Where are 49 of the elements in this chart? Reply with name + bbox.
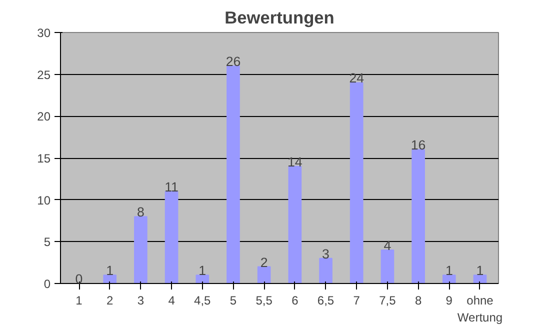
y-tick-label: 25 [37, 68, 51, 82]
y-tick-label: 5 [44, 235, 51, 250]
data-label: 1 [445, 263, 453, 278]
bar [103, 274, 117, 284]
y-tick-label: 30 [37, 26, 51, 40]
x-tick-label: 6 [292, 294, 299, 308]
bar [196, 274, 210, 284]
x-tick-label: 7 [353, 294, 360, 308]
x-tick-label: 1 [76, 294, 83, 308]
bar [473, 274, 487, 284]
bar [319, 258, 332, 284]
data-label: 24 [349, 70, 365, 86]
x-tick-label: 4 [168, 294, 176, 308]
x-tick-label: 3 [137, 294, 144, 308]
y-tick-label: 20 [37, 110, 51, 124]
data-label: 1 [106, 263, 114, 278]
x-tick-label: 6,5 [317, 294, 334, 308]
x-tick-label: 5,5 [256, 294, 273, 308]
bar [350, 82, 364, 284]
data-label: 16 [410, 138, 426, 153]
bar [164, 190, 178, 284]
y-tick-label: 15 [37, 152, 51, 166]
x-tick-label: 4,5 [194, 294, 212, 308]
data-label: 1 [198, 263, 206, 278]
bar [257, 266, 271, 284]
data-label: 8 [136, 204, 144, 220]
data-label: 26 [226, 54, 241, 69]
bar [288, 166, 302, 284]
bar [442, 274, 456, 284]
data-label: 11 [164, 179, 178, 194]
bar [134, 216, 148, 284]
x-tick-label: ohne Wertung [457, 294, 503, 324]
data-label: 1 [476, 263, 484, 278]
x-tick-label: 9 [446, 294, 453, 308]
x-tick-label: 5 [230, 294, 237, 308]
data-label: 0 [75, 272, 83, 286]
x-tick-label: 7,5 [379, 294, 396, 308]
data-label: 3 [322, 246, 330, 262]
chart-title: Bewertungen [224, 8, 334, 28]
data-label: 2 [260, 254, 268, 270]
bar [412, 149, 425, 284]
bar [380, 250, 394, 284]
y-tick-label: 0 [44, 277, 51, 291]
y-tick-label: 10 [37, 193, 51, 208]
x-tick-label: 8 [414, 294, 422, 308]
data-label: 4 [384, 238, 392, 254]
x-tick-label: 2 [106, 294, 114, 308]
bar [226, 65, 240, 284]
data-label: 14 [288, 154, 303, 170]
